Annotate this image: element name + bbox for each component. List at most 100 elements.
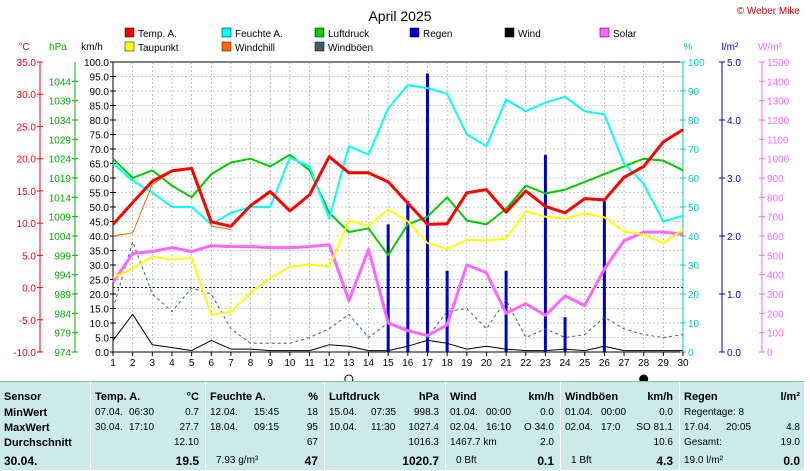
legend-swatch-8 — [314, 41, 325, 52]
summary-table: Sensor MinWert MaxWert Durchschnitt 30.0… — [0, 381, 804, 470]
temp-min-time: 06:30 — [129, 407, 155, 418]
temp-unit: °C — [186, 391, 199, 403]
axis-wind-label-18: 10.0 — [90, 319, 110, 330]
axis-rain-label-3: 2.0 — [727, 232, 741, 243]
x-label-4: 4 — [169, 358, 175, 369]
col-sensor: Sensor MinWert MaxWert Durchschnitt 30.0… — [0, 382, 88, 470]
x-label-13: 13 — [343, 358, 355, 369]
legend-swatch-1 — [221, 27, 232, 38]
axis-humidity-label-10: 0 — [688, 348, 694, 359]
wind-min-date: 01.04. — [450, 407, 478, 418]
unit-rain: l/m² — [722, 42, 739, 53]
rain-now: 19.0 l/m² — [684, 455, 723, 466]
wind-min-time: 00:00 — [486, 407, 512, 418]
axis-solar-label-3: 1200 — [767, 116, 790, 127]
axis-humidity-label-4: 60 — [688, 174, 700, 185]
axis-temp-label-9: -10.0 — [13, 348, 36, 359]
x-label-22: 22 — [520, 358, 532, 369]
legend-label-1: Feuchte A. — [235, 29, 283, 40]
gust-max-val: SO 81.1 — [636, 422, 673, 433]
axis-solar-label-8: 700 — [767, 213, 784, 224]
series-luftdruck — [112, 153, 684, 257]
gust-max-time: 17:0 — [601, 422, 621, 433]
axis-solar-label-6: 900 — [767, 174, 784, 185]
axis-wind-label-3: 85.0 — [90, 102, 110, 113]
axis-pressure-label-4: 1024 — [49, 155, 72, 166]
axis-temp-label-8: -5.0 — [19, 316, 37, 327]
legend-swatch-4 — [504, 27, 515, 38]
row-min: MinWert — [4, 407, 48, 419]
axis-pressure-label-12: 984 — [54, 309, 71, 320]
col-wind: Wind km/h 01.04. 00:00 0.0 02.04. 16:10 O 34.… — [445, 382, 558, 470]
x-label-2: 2 — [130, 358, 136, 369]
x-label-29: 29 — [658, 358, 670, 369]
humid-max-date: 18.04. — [210, 422, 238, 433]
legend-swatch-6 — [124, 41, 135, 52]
x-label-16: 16 — [402, 358, 414, 369]
col-temp: Temp. A. °C 07.04. 06:30 0.7 30.04. 17:10 27.… — [90, 382, 203, 470]
axis-temp-label-2: 25.0 — [17, 122, 37, 133]
press-title: Luftdruck — [329, 391, 380, 403]
humid-now: 47 — [304, 454, 318, 468]
temp-max-date: 30.04. — [95, 422, 123, 433]
x-label-10: 10 — [284, 358, 296, 369]
axis-wind-label-0: 100.0 — [84, 58, 109, 69]
axis-wind-label-10: 50.0 — [90, 203, 110, 214]
series-solar — [111, 230, 684, 338]
axis-solar-label-11: 400 — [767, 271, 784, 282]
axis-humidity-label-2: 80 — [688, 116, 700, 127]
wind-max-time: 16:10 — [486, 422, 512, 433]
humid-min-time: 15:45 — [254, 407, 280, 418]
press-max-date: 10.04. — [329, 422, 357, 433]
wind-unit: km/h — [528, 391, 554, 403]
rain-bar-15 — [386, 224, 390, 352]
axis-solar-label-10: 500 — [767, 251, 784, 262]
axis-humidity-label-6: 40 — [688, 232, 700, 243]
humid-max-val: 95 — [306, 422, 318, 433]
axis-solar-label-14: 100 — [767, 329, 784, 340]
axis-rain-label-5: 0.0 — [727, 348, 741, 359]
axis-solar-label-15: 0 — [767, 348, 773, 359]
axis-temp-label-3: 20.0 — [17, 155, 37, 166]
axis-wind-label-5: 75.0 — [90, 131, 110, 142]
axis-wind-label-2: 90.0 — [90, 87, 110, 98]
axis-rain-label-1: 4.0 — [727, 116, 741, 127]
legend: Temp. A. Feuchte A. Luftdruck Regen Wind Sola… — [124, 27, 637, 54]
axis-temp-label-1: 30.0 — [17, 90, 37, 101]
series-feuchte-a- — [112, 84, 684, 226]
axis-wind-label-8: 60.0 — [90, 174, 110, 185]
axes: 35.0 30.0 25.0 20.0 15.0 10.0 5.0 0.0 -5.0 -10.0 1… — [13, 58, 789, 359]
temp-title: Temp. A. — [95, 391, 141, 403]
legend-label-0: Temp. A. — [138, 29, 177, 40]
x-label-17: 17 — [422, 358, 434, 369]
gust-min-date: 01.04. — [565, 407, 593, 418]
chart-title: April 2025 — [368, 8, 431, 24]
legend-label-8: Windböen — [328, 43, 373, 54]
rain-max-val: 4.8 — [786, 422, 800, 433]
col-pressure: Luftdruck hPa 15.04. 07:35 998.3 10.04. 11:3… — [324, 382, 443, 470]
x-label-18: 18 — [442, 358, 454, 369]
axis-humidity-label-0: 100 — [688, 58, 705, 69]
humid-avg: 67 — [306, 437, 318, 448]
x-label-28: 28 — [638, 358, 650, 369]
humid-max-time: 09:15 — [254, 422, 280, 433]
humid-min-val: 18 — [306, 407, 318, 418]
row-max: MaxWert — [4, 422, 50, 434]
axis-wind-label-17: 15.0 — [90, 305, 110, 316]
axis-wind-label-14: 30.0 — [90, 261, 110, 272]
rain-bar-24 — [563, 317, 567, 352]
gust-max-date: 02.04. — [565, 422, 593, 433]
wind-title: Wind — [450, 391, 477, 403]
axis-pressure-label-3: 1029 — [49, 135, 72, 146]
axis-pressure-label-8: 1004 — [49, 232, 72, 243]
copyright: © Weber Mike — [737, 6, 801, 17]
press-max-val: 1027.4 — [408, 422, 439, 433]
gust-avg: 10.6 — [653, 437, 673, 448]
x-label-27: 27 — [618, 358, 630, 369]
humid-min-date: 12.04. — [210, 407, 238, 418]
temp-now: 19.5 — [175, 454, 199, 468]
wind-max-date: 02.04. — [450, 422, 478, 433]
axis-pressure-label-7: 1009 — [49, 213, 72, 224]
x-label-30: 30 — [677, 358, 689, 369]
x-label-7: 7 — [228, 358, 234, 369]
